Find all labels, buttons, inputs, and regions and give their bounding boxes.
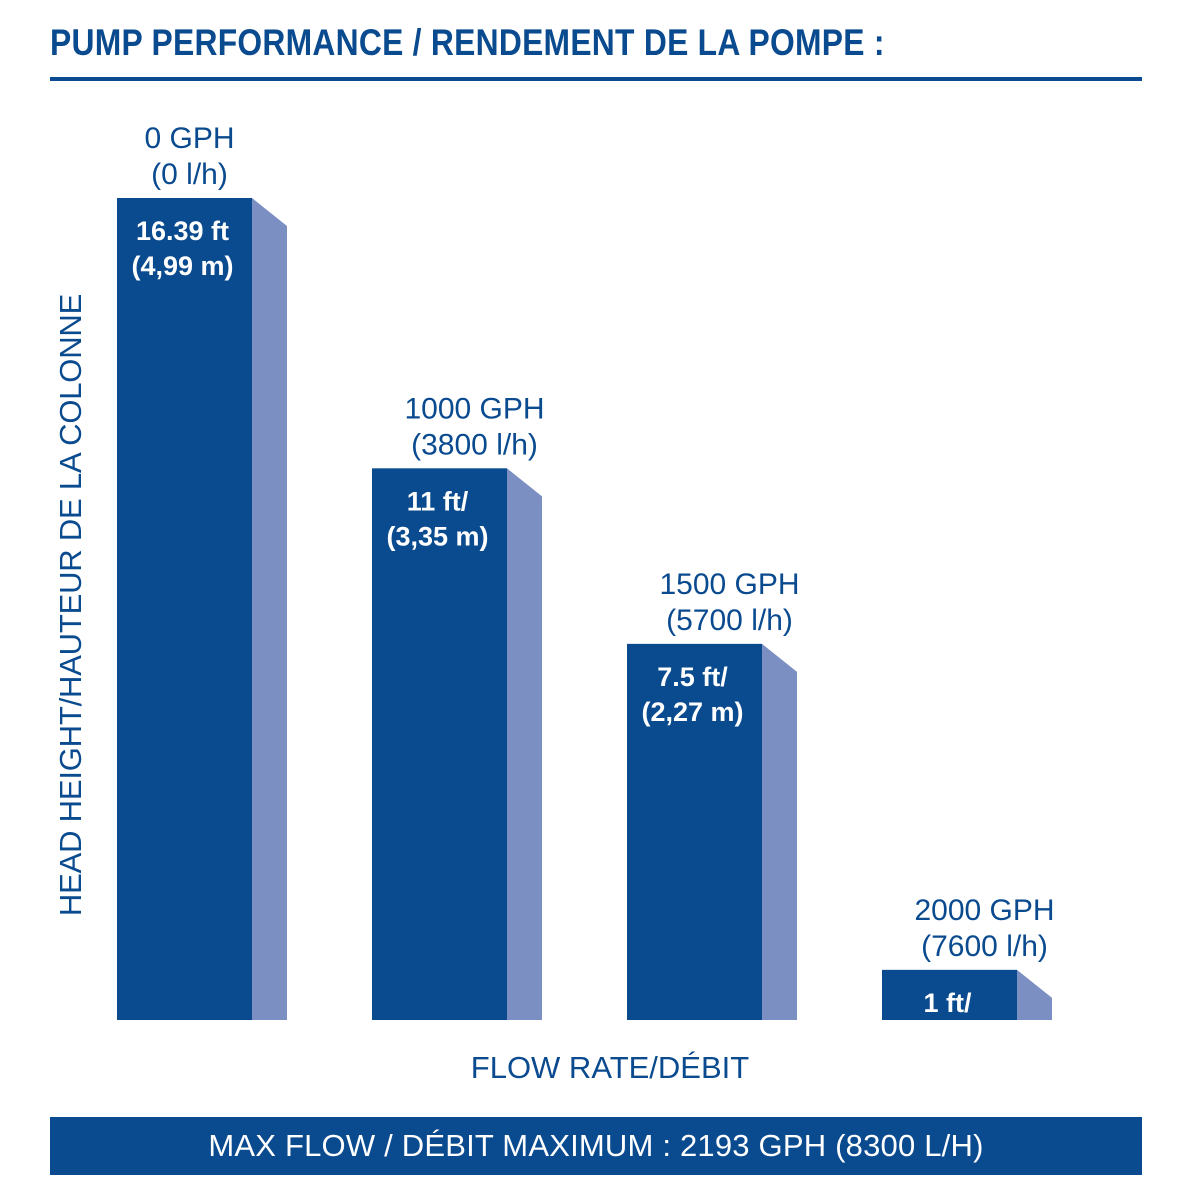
category-label-0: 0 GPH: [144, 122, 234, 155]
category-label-1: 1000 GPH: [404, 392, 544, 425]
bar-value-label-2-1: (2,27 m): [641, 697, 743, 727]
bar-value-label-2-0: 7.5 ft/: [657, 662, 728, 692]
category-sublabel-0: (0 l/h): [151, 158, 228, 191]
bar-side-0: [252, 198, 287, 1020]
bar-side-3: [1017, 969, 1052, 1020]
category-label-2: 1500 GPH: [659, 568, 799, 601]
bar-2: [627, 643, 762, 1020]
bar-value-label-0-1: (4,99 m): [131, 251, 233, 281]
bar-side-2: [762, 643, 797, 1020]
title-divider: [50, 77, 1142, 81]
bar-value-label-0-0: 16.39 ft: [136, 216, 229, 246]
category-sublabel-1: (3800 l/h): [411, 428, 538, 461]
bar-0: [117, 198, 252, 1020]
bar-value-label-1-1: (3,35 m): [386, 521, 488, 551]
category-label-3: 2000 GPH: [914, 894, 1054, 927]
category-sublabel-3: (7600 l/h): [921, 930, 1048, 963]
bar-1: [372, 468, 507, 1020]
bar-value-label-3-0: 1 ft/: [923, 988, 972, 1018]
max-flow-text: MAX FLOW / DÉBIT MAXIMUM : 2193 GPH (830…: [208, 1128, 984, 1163]
bar-3: [882, 969, 1017, 1020]
category-sublabel-2: (5700 l/h): [666, 604, 793, 637]
x-axis-label: FLOW RATE/DÉBIT: [470, 1050, 750, 1085]
chart-title: PUMP PERFORMANCE / RENDEMENT DE LA POMPE…: [50, 22, 885, 63]
bar-side-1: [507, 468, 542, 1020]
bar-value-label-1-0: 11 ft/: [407, 486, 469, 516]
bar-value-label-3-1: (0,30 m): [896, 1023, 998, 1053]
max-flow-banner: MAX FLOW / DÉBIT MAXIMUM : 2193 GPH (830…: [50, 1117, 1142, 1175]
